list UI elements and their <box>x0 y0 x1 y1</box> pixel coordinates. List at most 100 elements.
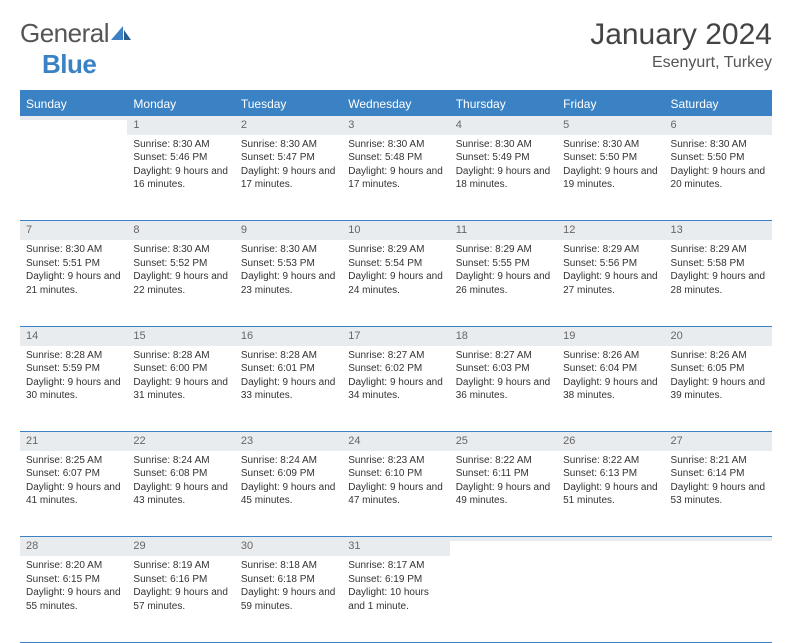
daylight-text: Daylight: 9 hours and 34 minutes. <box>348 376 443 403</box>
day-cell: Sunrise: 8:30 AMSunset: 5:50 PMDaylight:… <box>557 135 664 221</box>
sunset-text: Sunset: 5:59 PM <box>26 362 121 376</box>
daylight-text: Daylight: 9 hours and 20 minutes. <box>671 165 766 192</box>
sunset-text: Sunset: 6:10 PM <box>348 467 443 481</box>
day-header: Friday <box>557 91 664 116</box>
sunset-text: Sunset: 5:55 PM <box>456 257 551 271</box>
day-number: 28 <box>20 537 127 556</box>
month-title: January 2024 <box>590 18 772 52</box>
day-cell: Sunrise: 8:29 AMSunset: 5:55 PMDaylight:… <box>450 240 557 326</box>
daynum-row: 21222324252627 <box>20 432 772 451</box>
day-number: 1 <box>127 116 234 135</box>
day-cell: Sunrise: 8:28 AMSunset: 6:00 PMDaylight:… <box>127 346 234 432</box>
daylight-text: Daylight: 9 hours and 24 minutes. <box>348 270 443 297</box>
day-number: 6 <box>665 116 772 135</box>
day-number: 12 <box>557 221 664 240</box>
day-cell <box>450 556 557 642</box>
day-cell: Sunrise: 8:29 AMSunset: 5:58 PMDaylight:… <box>665 240 772 326</box>
day-number: 3 <box>342 116 449 135</box>
sunrise-text: Sunrise: 8:17 AM <box>348 559 443 573</box>
sunset-text: Sunset: 5:50 PM <box>671 151 766 165</box>
day-number: 14 <box>20 327 127 346</box>
day-cell <box>20 135 127 221</box>
sunrise-text: Sunrise: 8:30 AM <box>241 138 336 152</box>
sunrise-text: Sunrise: 8:26 AM <box>563 349 658 363</box>
day-number <box>665 537 772 541</box>
day-cell: Sunrise: 8:30 AMSunset: 5:48 PMDaylight:… <box>342 135 449 221</box>
sunset-text: Sunset: 5:48 PM <box>348 151 443 165</box>
day-number: 26 <box>557 432 664 451</box>
sunrise-text: Sunrise: 8:30 AM <box>456 138 551 152</box>
day-number: 25 <box>450 432 557 451</box>
day-cell: Sunrise: 8:20 AMSunset: 6:15 PMDaylight:… <box>20 556 127 642</box>
logo-text-general: General <box>20 18 109 48</box>
day-cell: Sunrise: 8:23 AMSunset: 6:10 PMDaylight:… <box>342 451 449 537</box>
sail-icon <box>109 24 133 42</box>
daylight-text: Daylight: 9 hours and 17 minutes. <box>241 165 336 192</box>
daylight-text: Daylight: 9 hours and 30 minutes. <box>26 376 121 403</box>
day-number: 2 <box>235 116 342 135</box>
daylight-text: Daylight: 9 hours and 28 minutes. <box>671 270 766 297</box>
daylight-text: Daylight: 9 hours and 51 minutes. <box>563 481 658 508</box>
day-number: 21 <box>20 432 127 451</box>
sunset-text: Sunset: 5:51 PM <box>26 257 121 271</box>
day-cell: Sunrise: 8:27 AMSunset: 6:02 PMDaylight:… <box>342 346 449 432</box>
sunset-text: Sunset: 6:15 PM <box>26 573 121 587</box>
day-number: 4 <box>450 116 557 135</box>
daylight-text: Daylight: 9 hours and 17 minutes. <box>348 165 443 192</box>
sunrise-text: Sunrise: 8:30 AM <box>348 138 443 152</box>
sunset-text: Sunset: 5:47 PM <box>241 151 336 165</box>
daylight-text: Daylight: 10 hours and 1 minute. <box>348 586 443 613</box>
daynum-row: 123456 <box>20 116 772 135</box>
sunset-text: Sunset: 6:05 PM <box>671 362 766 376</box>
day-cell: Sunrise: 8:18 AMSunset: 6:18 PMDaylight:… <box>235 556 342 642</box>
sunrise-text: Sunrise: 8:25 AM <box>26 454 121 468</box>
day-header: Saturday <box>665 91 772 116</box>
daylight-text: Daylight: 9 hours and 41 minutes. <box>26 481 121 508</box>
daylight-text: Daylight: 9 hours and 43 minutes. <box>133 481 228 508</box>
daylight-text: Daylight: 9 hours and 26 minutes. <box>456 270 551 297</box>
calendar-table: SundayMondayTuesdayWednesdayThursdayFrid… <box>20 90 772 643</box>
sunrise-text: Sunrise: 8:24 AM <box>241 454 336 468</box>
day-cell: Sunrise: 8:26 AMSunset: 6:04 PMDaylight:… <box>557 346 664 432</box>
sunset-text: Sunset: 6:18 PM <box>241 573 336 587</box>
daylight-text: Daylight: 9 hours and 49 minutes. <box>456 481 551 508</box>
day-cell: Sunrise: 8:29 AMSunset: 5:54 PMDaylight:… <box>342 240 449 326</box>
day-number: 7 <box>20 221 127 240</box>
day-number: 23 <box>235 432 342 451</box>
daylight-text: Daylight: 9 hours and 39 minutes. <box>671 376 766 403</box>
sunset-text: Sunset: 5:53 PM <box>241 257 336 271</box>
day-cell: Sunrise: 8:25 AMSunset: 6:07 PMDaylight:… <box>20 451 127 537</box>
daylight-text: Daylight: 9 hours and 18 minutes. <box>456 165 551 192</box>
daylight-text: Daylight: 9 hours and 22 minutes. <box>133 270 228 297</box>
day-number: 30 <box>235 537 342 556</box>
day-cell: Sunrise: 8:30 AMSunset: 5:47 PMDaylight:… <box>235 135 342 221</box>
day-number: 13 <box>665 221 772 240</box>
sunset-text: Sunset: 6:07 PM <box>26 467 121 481</box>
sunrise-text: Sunrise: 8:30 AM <box>133 138 228 152</box>
sunset-text: Sunset: 5:56 PM <box>563 257 658 271</box>
daylight-text: Daylight: 9 hours and 38 minutes. <box>563 376 658 403</box>
day-cell: Sunrise: 8:26 AMSunset: 6:05 PMDaylight:… <box>665 346 772 432</box>
sunrise-text: Sunrise: 8:18 AM <box>241 559 336 573</box>
sunset-text: Sunset: 6:01 PM <box>241 362 336 376</box>
day-cell: Sunrise: 8:30 AMSunset: 5:49 PMDaylight:… <box>450 135 557 221</box>
sunset-text: Sunset: 5:49 PM <box>456 151 551 165</box>
day-header-row: SundayMondayTuesdayWednesdayThursdayFrid… <box>20 91 772 116</box>
daylight-text: Daylight: 9 hours and 27 minutes. <box>563 270 658 297</box>
day-number: 5 <box>557 116 664 135</box>
day-cell: Sunrise: 8:30 AMSunset: 5:50 PMDaylight:… <box>665 135 772 221</box>
daynum-row: 28293031 <box>20 537 772 556</box>
day-number: 10 <box>342 221 449 240</box>
sunrise-text: Sunrise: 8:30 AM <box>133 243 228 257</box>
sunrise-text: Sunrise: 8:28 AM <box>26 349 121 363</box>
sunrise-text: Sunrise: 8:23 AM <box>348 454 443 468</box>
daylight-text: Daylight: 9 hours and 16 minutes. <box>133 165 228 192</box>
logo: GeneralBlue <box>20 18 133 80</box>
logo-text: GeneralBlue <box>20 18 133 80</box>
day-number: 24 <box>342 432 449 451</box>
day-number: 31 <box>342 537 449 556</box>
sunset-text: Sunset: 6:00 PM <box>133 362 228 376</box>
sunrise-text: Sunrise: 8:27 AM <box>348 349 443 363</box>
sunset-text: Sunset: 6:19 PM <box>348 573 443 587</box>
logo-text-blue: Blue <box>42 49 96 79</box>
